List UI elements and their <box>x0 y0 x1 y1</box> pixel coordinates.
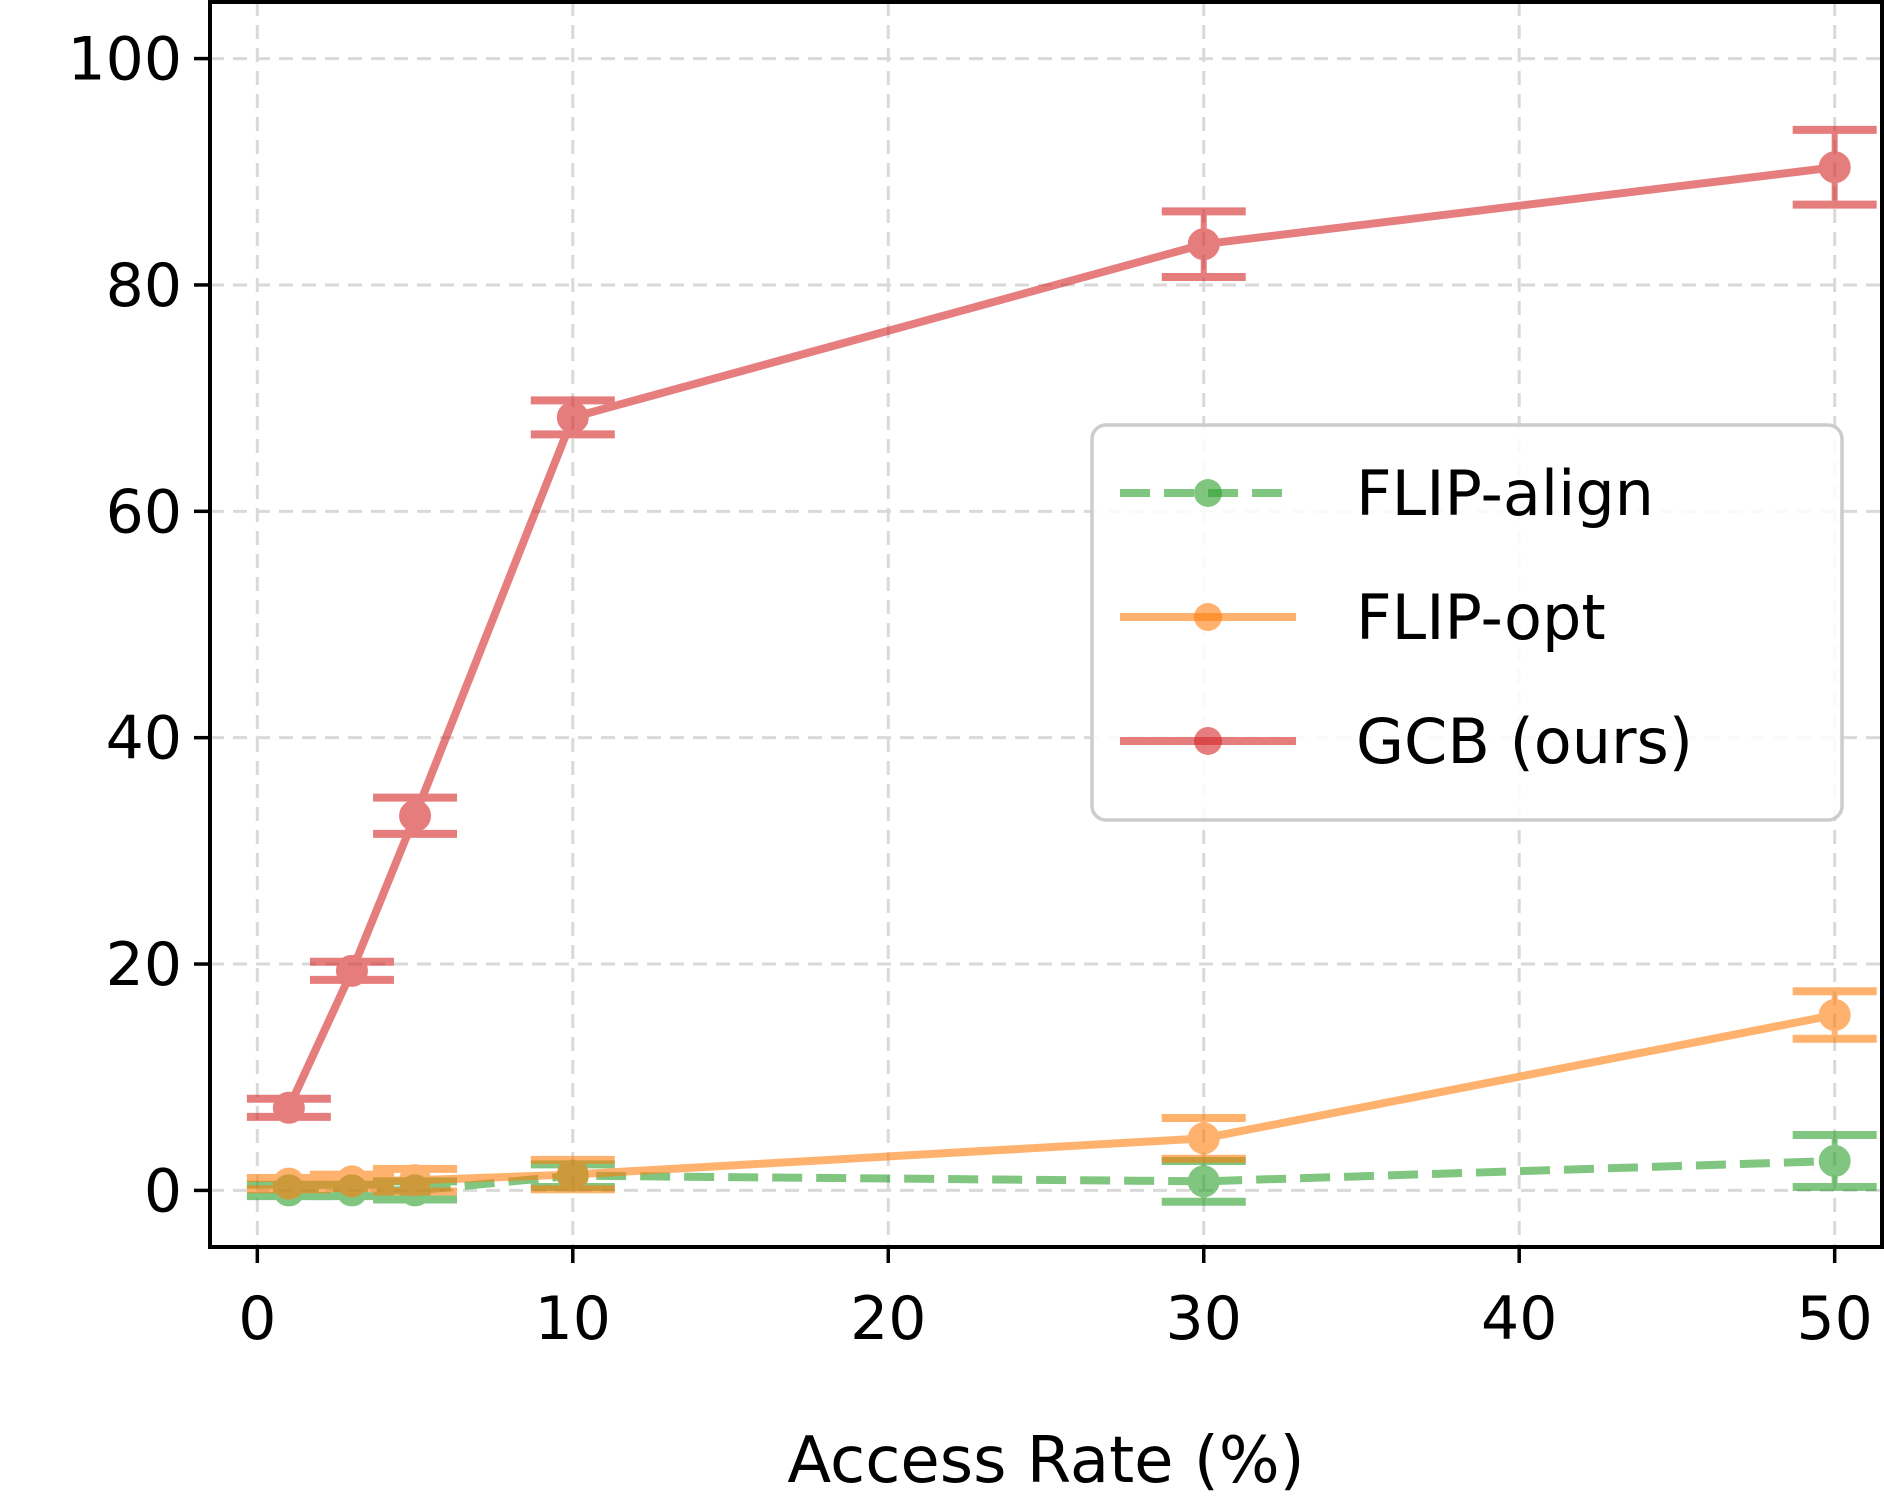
x-tick-label: 30 <box>1166 1284 1242 1354</box>
data-point <box>272 1091 305 1124</box>
data-point <box>556 401 589 434</box>
legend-marker <box>1194 603 1222 631</box>
y-tick-label: 20 <box>106 930 182 1000</box>
x-tick-label: 0 <box>238 1284 276 1354</box>
legend-item-flip-align: FLIP-align <box>1120 457 1654 530</box>
legend-label: FLIP-opt <box>1356 581 1606 654</box>
x-axis-label: Access Rate (%) <box>787 1424 1304 1498</box>
data-point <box>1818 151 1851 184</box>
data-point <box>1187 228 1220 261</box>
data-point <box>399 1164 432 1197</box>
series-line <box>288 1011 1836 1188</box>
series-layer <box>246 125 1877 1207</box>
legend-item-flip-opt: FLIP-opt <box>1120 581 1606 654</box>
data-point <box>335 954 368 987</box>
y-tick-label: 40 <box>106 704 182 774</box>
legend-marker <box>1194 479 1222 507</box>
data-point <box>1818 998 1851 1031</box>
x-tick-label: 50 <box>1796 1284 1872 1354</box>
legend: FLIP-align FLIP-opt GCB (ours) <box>1090 423 1844 822</box>
y-tick-label: 100 <box>67 25 182 95</box>
legend-marker <box>1194 727 1222 755</box>
data-point <box>1818 1144 1851 1177</box>
legend-label: GCB (ours) <box>1356 705 1693 778</box>
plot-frame <box>208 0 1884 1249</box>
data-point <box>556 1158 589 1191</box>
data-point <box>1187 1165 1220 1198</box>
x-tick-label: 10 <box>535 1284 611 1354</box>
legend-label: FLIP-align <box>1356 457 1654 530</box>
x-tick-label: 20 <box>850 1284 926 1354</box>
axis-ticks: 0 10 20 30 40 50 0 20 40 60 80 100 <box>67 25 1872 1354</box>
y-tick-label: 60 <box>106 477 182 547</box>
data-point <box>1187 1122 1220 1155</box>
series-flip-opt <box>246 987 1877 1200</box>
data-point <box>272 1167 305 1200</box>
y-tick-label: 0 <box>144 1156 182 1226</box>
series-gcb-ours <box>246 125 1877 1124</box>
x-tick-label: 40 <box>1481 1284 1557 1354</box>
series-line <box>285 163 1836 1110</box>
y-tick-label: 80 <box>106 251 182 321</box>
data-point <box>335 1165 368 1198</box>
legend-item-gcb-ours: GCB (ours) <box>1120 705 1693 778</box>
legend-box <box>1090 423 1844 822</box>
data-point <box>399 799 432 832</box>
